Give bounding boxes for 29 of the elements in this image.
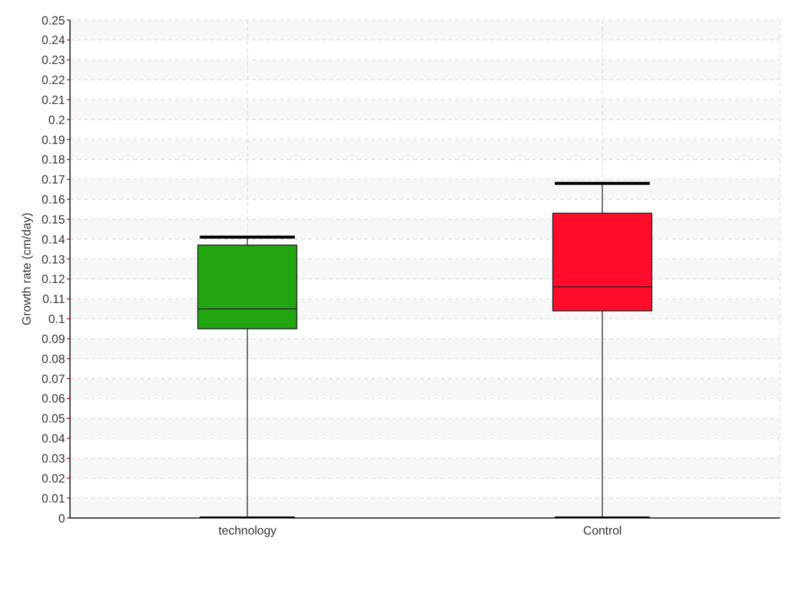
y-tick-label: 0.07 — [42, 372, 66, 386]
x-tick-label: technology — [218, 524, 277, 538]
y-tick-label: 0.19 — [42, 132, 66, 147]
y-tick-label: 0.02 — [42, 471, 66, 486]
y-tick-label: 0.1 — [48, 312, 66, 326]
y-tick-label: 0.12 — [42, 272, 66, 286]
y-tick-label: 0.23 — [42, 53, 66, 68]
y-tick-label: 0.04 — [42, 432, 66, 446]
y-tick-label: 0.2 — [48, 112, 66, 127]
y-tick-label: 0.17 — [42, 172, 66, 187]
y-tick-label: 0.08 — [42, 352, 66, 366]
y-tick-label: 0.21 — [42, 92, 66, 107]
x-tick-label: Control — [583, 524, 622, 538]
y-tick-label: 0.15 — [42, 212, 66, 226]
y-tick-label: 0.25 — [42, 13, 66, 28]
y-tick-label: 0.01 — [42, 491, 66, 506]
y-tick-label: 0.16 — [42, 192, 66, 207]
y-tick-label: 0.13 — [42, 252, 66, 266]
y-tick-label: 0.05 — [42, 412, 66, 426]
y-tick-label: 0.06 — [42, 392, 66, 406]
y-tick-label: 0.24 — [42, 33, 66, 48]
y-tick-label: 0.18 — [42, 152, 66, 167]
y-tick-label: 0.14 — [42, 232, 66, 246]
y-tick-label: 0 — [58, 511, 66, 526]
y-tick-label: 0.11 — [42, 292, 66, 306]
y-tick-label: 0.09 — [42, 332, 66, 346]
y-tick-label: 0.03 — [42, 452, 66, 466]
y-tick-label: 0.22 — [42, 73, 66, 88]
y-axis-title: Growth rate (cm/day) — [19, 212, 34, 326]
